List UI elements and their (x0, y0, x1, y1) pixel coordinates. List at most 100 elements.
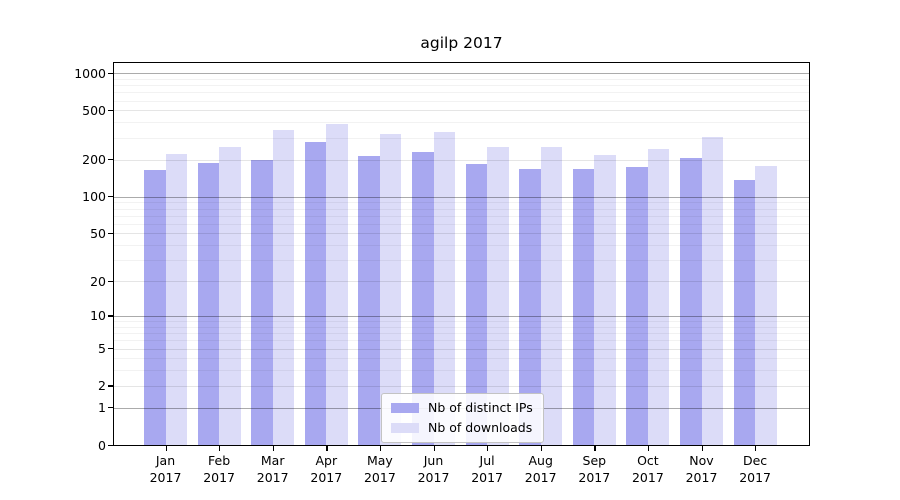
gridline-minor (114, 333, 809, 335)
x-tick-mark (379, 446, 382, 451)
gridline-minor (114, 326, 809, 328)
y-tick-mark (108, 280, 113, 282)
x-tick-label: Aug 2017 (524, 453, 557, 485)
legend-label-downloads: Nb of downloads (428, 420, 533, 435)
bar-downloads-may (379, 134, 402, 445)
gridline-minor (114, 78, 809, 80)
y-tick-label: 10 (90, 308, 106, 324)
y-tick-label: 200 (82, 152, 106, 168)
x-tick-label: Jan 2017 (149, 453, 182, 485)
gridline (114, 385, 809, 387)
bar-downloads-jan (165, 154, 187, 445)
y-tick-mark (108, 232, 113, 235)
x-tick-mark (272, 446, 274, 451)
y-tick-label: 1 (98, 400, 106, 416)
gridline-minor (114, 340, 809, 342)
y-tick-mark (108, 348, 113, 350)
bar-distinct-ips-mar (251, 159, 273, 445)
gridline (114, 233, 809, 235)
gridline (114, 110, 809, 112)
bar-downloads-jul (487, 146, 509, 445)
gridline-minor (114, 85, 809, 87)
bar-downloads-oct (647, 149, 670, 445)
gridline-minor (114, 215, 809, 217)
gridline-major (114, 315, 809, 317)
y-tick-label: 0 (98, 437, 106, 453)
gridline-minor (114, 260, 809, 262)
x-tick-mark (165, 446, 167, 451)
legend-item-downloads: Nb of downloads (391, 420, 533, 436)
y-tick-mark (108, 385, 113, 387)
gridline-minor (114, 370, 809, 372)
x-tick-label: Dec 2017 (739, 453, 771, 485)
bar-downloads-jun (433, 131, 455, 445)
x-tick-mark (326, 446, 328, 451)
y-tick-label: 500 (82, 102, 106, 118)
gridline-major (114, 73, 809, 75)
x-tick-mark (755, 446, 757, 451)
plot-area: Nb of distinct IPs Nb of downloads (113, 62, 810, 446)
bar-distinct-ips-oct (626, 166, 648, 445)
bar-downloads-aug (540, 146, 563, 445)
x-tick-mark (540, 446, 542, 451)
bar-downloads-feb (219, 147, 241, 445)
x-tick-mark (701, 446, 703, 451)
gridline-major (114, 196, 809, 198)
bar-distinct-ips-apr (304, 142, 327, 445)
y-tick-label: 2 (98, 378, 106, 394)
gridline-minor (114, 137, 809, 139)
y-tick-label: 20 (90, 273, 106, 289)
legend: Nb of distinct IPs Nb of downloads (381, 393, 544, 443)
gridline (114, 159, 809, 161)
gridline-minor (114, 202, 809, 204)
gridline (114, 281, 809, 283)
x-tick-label: Sep 2017 (578, 453, 611, 485)
x-tick-label: Mar 2017 (256, 453, 289, 485)
chart-title: agilp 2017 (420, 34, 503, 52)
gridline-minor (114, 358, 809, 360)
y-tick-label: 100 (82, 189, 106, 205)
y-tick-label: 1000 (74, 65, 106, 81)
bar-downloads-nov (701, 137, 723, 445)
x-tick-label: Oct 2017 (631, 453, 664, 485)
legend-swatch-downloads (391, 422, 419, 434)
x-tick-mark (487, 446, 489, 451)
y-tick-mark (108, 407, 113, 409)
y-tick-mark (108, 159, 113, 161)
y-tick-mark (108, 444, 113, 446)
x-tick-mark (433, 446, 435, 451)
legend-label-distinct-ips: Nb of distinct IPs (428, 400, 533, 415)
bar-downloads-mar (272, 130, 295, 445)
x-tick-mark (647, 446, 650, 451)
gridline-minor (114, 245, 809, 247)
x-tick-label: May 2017 (363, 453, 396, 485)
bar-downloads-dec (755, 166, 777, 445)
x-tick-label: Jun 2017 (417, 453, 450, 485)
x-tick-label: Nov 2017 (685, 453, 718, 485)
bar-downloads-apr (326, 124, 348, 445)
bar-distinct-ips-jul (465, 164, 488, 445)
gridline-minor (114, 100, 809, 102)
legend-item-distinct-ips: Nb of distinct IPs (391, 400, 533, 416)
gridline (114, 348, 809, 350)
bar-distinct-ips-feb (197, 162, 220, 445)
y-tick-mark (108, 196, 113, 198)
y-tick-label: 5 (98, 341, 106, 357)
x-tick-label: Apr 2017 (310, 453, 343, 485)
x-tick-mark (219, 446, 221, 451)
x-tick-label: Feb 2017 (203, 453, 235, 485)
bar-distinct-ips-may (358, 156, 380, 445)
y-tick-mark (108, 315, 113, 317)
y-tick-mark (108, 72, 113, 75)
y-tick-label: 50 (90, 225, 106, 241)
bar-distinct-ips-jan (144, 170, 166, 445)
gridline-minor (114, 208, 809, 210)
bar-distinct-ips-aug (519, 169, 541, 445)
x-tick-mark (594, 446, 596, 451)
bar-distinct-ips-nov (680, 157, 702, 445)
legend-swatch-distinct-ips (391, 402, 419, 414)
bar-distinct-ips-jun (412, 152, 434, 445)
gridline-minor (114, 92, 809, 94)
x-tick-label: Jul 2017 (471, 453, 503, 485)
